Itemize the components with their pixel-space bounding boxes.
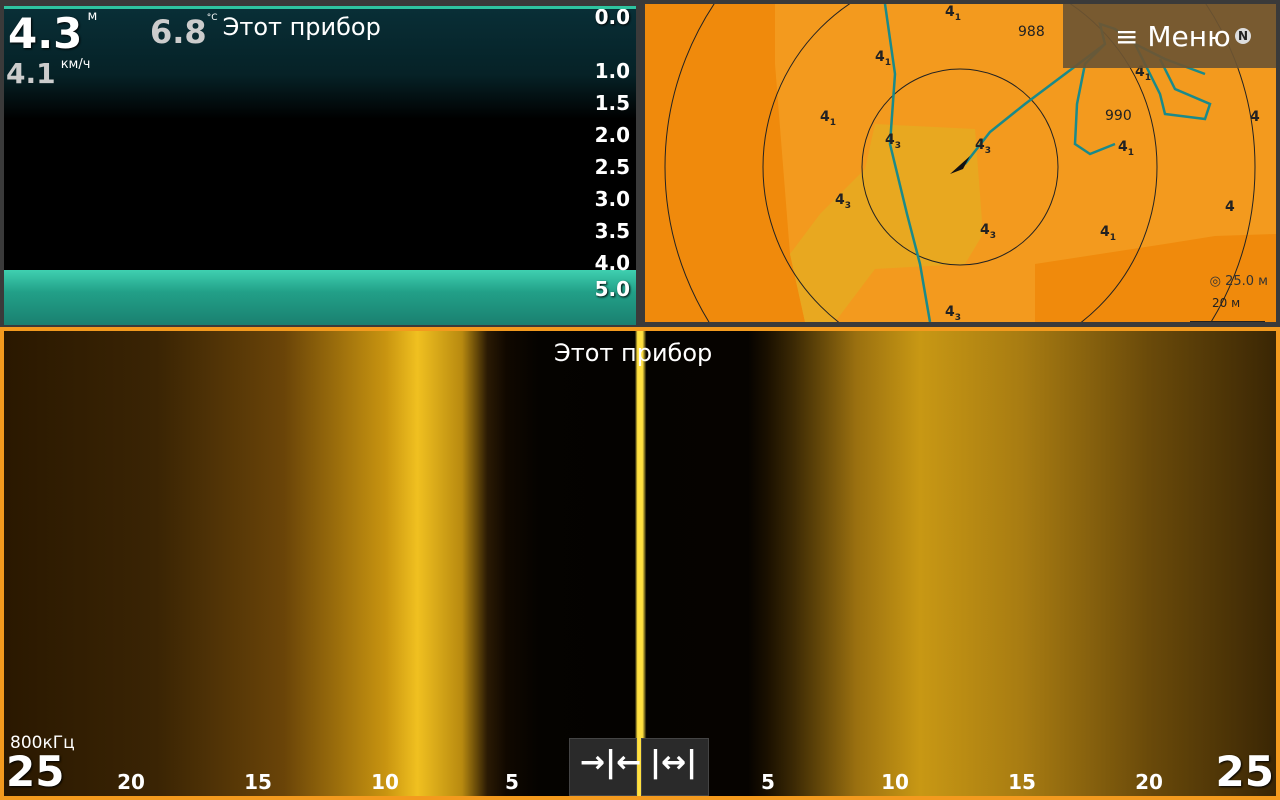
source: Этот прибор	[554, 339, 713, 367]
sounding-sub: 3	[844, 200, 852, 211]
sounding: 43	[885, 132, 901, 151]
scale-label: 15	[244, 770, 272, 794]
sounding-depth: 4	[945, 304, 955, 320]
zoom-in-button[interactable]: →|←	[569, 738, 641, 796]
scale-label: 15	[1008, 770, 1036, 794]
scale-bar: 20 м	[1212, 296, 1241, 310]
scale-label: 10	[881, 770, 909, 794]
sounding: 41	[875, 49, 891, 68]
sounding: 41	[1135, 64, 1151, 83]
map-panel: 41 41 41 43 43 43 43 41 41 41 43 4 4 988 990 ≡ Меню …	[645, 4, 1276, 322]
sounding-sub: 3	[894, 140, 902, 151]
sounding-depth: 4	[980, 222, 990, 238]
depth: 4.3 м	[8, 9, 98, 58]
menu-button[interactable]: ≡ Меню N	[1063, 4, 1276, 68]
sonar-panel: 4.3 м 6.8°C Этот прибор 4.1 км/ч 0.0 5.0…	[4, 6, 636, 325]
sounding-sub: 3	[954, 312, 962, 322]
zoom-out-button[interactable]: |↔|	[641, 738, 709, 796]
sounding-depth: 4	[1135, 64, 1145, 80]
scale-label: 1.0	[594, 59, 630, 83]
sounding-sub: 1	[1127, 147, 1135, 158]
sounding: 41	[820, 109, 836, 128]
sounding-depth: 4	[820, 109, 830, 125]
sounding-depth: 4	[945, 4, 955, 20]
sounding-depth: 4	[875, 49, 885, 65]
sounding: 4	[1250, 109, 1260, 125]
sounding: 41	[945, 4, 961, 23]
sounding-sub: 3	[989, 230, 997, 241]
menu-label: ≡ Меню	[1115, 20, 1231, 53]
chart-map	[645, 4, 1276, 322]
sounding-sub: 1	[829, 117, 837, 128]
sounding-depth: 4	[1100, 224, 1110, 240]
sounding-sub: 1	[884, 57, 892, 68]
sounding-depth: 4	[1225, 199, 1235, 215]
bottom-echo	[4, 270, 636, 325]
sounding: 41	[1118, 139, 1134, 158]
scale-label: 2.0	[594, 123, 630, 147]
scale-label: 1.5	[594, 91, 630, 115]
sounding: 43	[980, 222, 996, 241]
scale-label: 20	[117, 770, 145, 794]
sounding-depth: 4	[835, 192, 845, 208]
scale-label: 5	[761, 770, 775, 794]
sounding-depth: 4	[1118, 139, 1128, 155]
sounding: 43	[975, 137, 991, 156]
sounding-depth: 4	[975, 137, 985, 153]
sounding-sub: 1	[954, 12, 962, 23]
range: ◎ 25.0 м	[1209, 274, 1268, 289]
speed: 4.1 км/ч	[6, 57, 91, 90]
sounding: 41	[1100, 224, 1116, 243]
temperature: 6.8°C Этот прибор	[150, 13, 381, 51]
scale-label: 2.5	[594, 155, 630, 179]
marker: 990	[1105, 108, 1132, 124]
sounding-sub: 1	[1109, 232, 1117, 243]
scale-label: 20	[1135, 770, 1163, 794]
sounding-sub: 1	[1144, 72, 1152, 83]
sounding-depth: 4	[1250, 109, 1260, 125]
sounding: 4	[1225, 199, 1235, 215]
surface-clutter	[4, 9, 636, 119]
scale-bottom: 5.0	[594, 277, 630, 301]
scale-label: 10	[371, 770, 399, 794]
scale-top: 0.0	[594, 6, 630, 29]
compass[interactable]: N	[1235, 28, 1252, 44]
scale-label: 4.0	[594, 251, 630, 275]
sounding: 43	[835, 192, 851, 211]
sidescan-panel: Этот прибор 800кГц 25 25 20 15 10 5 5 10 15 20 …	[0, 327, 1280, 800]
marker: 988	[1018, 24, 1045, 40]
scale-label: 3.5	[594, 219, 630, 243]
sounding: 43	[945, 304, 961, 322]
sounding-depth: 4	[885, 132, 895, 148]
frequency: 800кГц	[10, 733, 75, 753]
scale-label: 5	[505, 770, 519, 794]
sounding-sub: 3	[984, 145, 992, 156]
range-right: 25	[1215, 747, 1274, 796]
range-left: 25	[6, 747, 65, 796]
scale-label: 3.0	[594, 187, 630, 211]
